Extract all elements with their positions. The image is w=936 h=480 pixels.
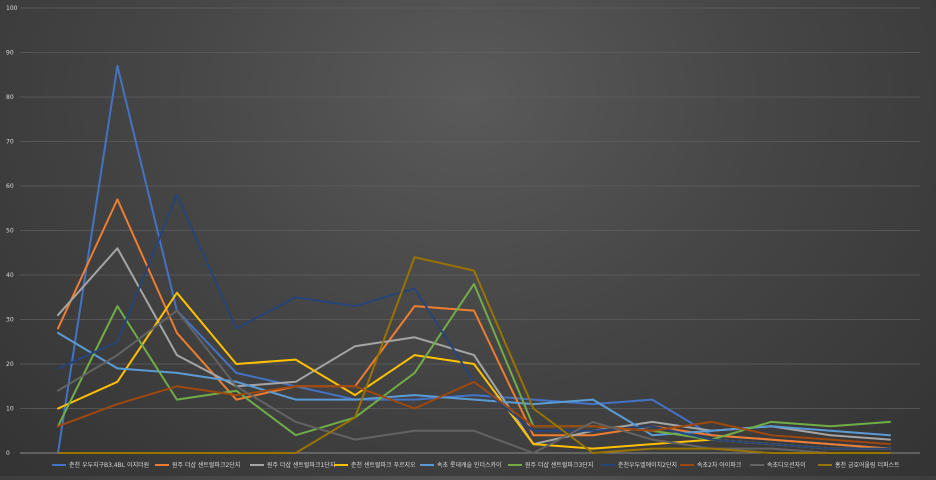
- legend-item: 속초디오션자이: [750, 461, 806, 469]
- legend-item: 춘천우두엘에이치2단지: [601, 461, 677, 469]
- y-tick-label: 60: [6, 183, 14, 190]
- legend-label: 홍천 금호어울림 더퍼스트: [835, 461, 900, 469]
- legend-label: 춘천 우두지구B3,4BL 이지더원: [69, 461, 149, 469]
- y-tick-label: 90: [6, 50, 14, 57]
- series-line-5: [57, 331, 891, 437]
- y-tick-label: 40: [6, 272, 14, 279]
- legend-label: 원주 더샵 센트럴파크1단지: [267, 461, 335, 469]
- legend-item: 속초2차 아이파크: [680, 461, 742, 469]
- series-line-10: [57, 256, 891, 454]
- legend-label: 속초2차 아이파크: [697, 461, 742, 469]
- legend-item: 춘천 센트럴파크 푸르지오: [334, 461, 416, 469]
- series-line-7: [57, 193, 891, 450]
- legend-item: 춘천 우두지구B3,4BL 이지더원: [52, 461, 149, 469]
- y-tick-label: 30: [6, 317, 14, 324]
- legend-label: 춘천 센트럴파크 푸르지오: [351, 461, 416, 469]
- legend-label: 춘천우두엘에이치2단지: [618, 461, 677, 469]
- legend-item: 원주 더샵 센트럴파크3단지: [508, 461, 593, 469]
- legend-item: 속초 롯데캐슬 인더스카이: [420, 461, 502, 469]
- legend-label: 속초디오션자이: [767, 461, 806, 469]
- series-line-8: [57, 380, 891, 446]
- y-tick-label: 70: [6, 139, 14, 146]
- series-line-2: [57, 198, 891, 450]
- legend-item: 홍천 금호어울림 더퍼스트: [818, 461, 900, 469]
- legend-item: 원주 더샵 센트럴파크2단지: [155, 461, 240, 469]
- y-tick-label: 50: [6, 228, 14, 235]
- y-tick-label: 20: [6, 361, 14, 368]
- y-tick-label: 80: [6, 94, 14, 101]
- series-line-6: [57, 282, 891, 441]
- legend-label: 속초 롯데캐슬 인더스카이: [437, 461, 502, 469]
- series-line-3: [57, 247, 891, 446]
- series-line-9: [57, 309, 891, 454]
- series-line-1: [57, 64, 891, 454]
- legend-label: 원주 더샵 센트럴파크3단지: [525, 461, 593, 469]
- y-tick-label: 0: [6, 450, 10, 457]
- legend-item: 원주 더샵 센트럴파크1단지: [250, 461, 335, 469]
- legend-label: 원주 더샵 센트럴파크2단지: [172, 461, 240, 469]
- y-tick-label: 10: [6, 406, 14, 413]
- y-tick-label: 100: [6, 5, 18, 12]
